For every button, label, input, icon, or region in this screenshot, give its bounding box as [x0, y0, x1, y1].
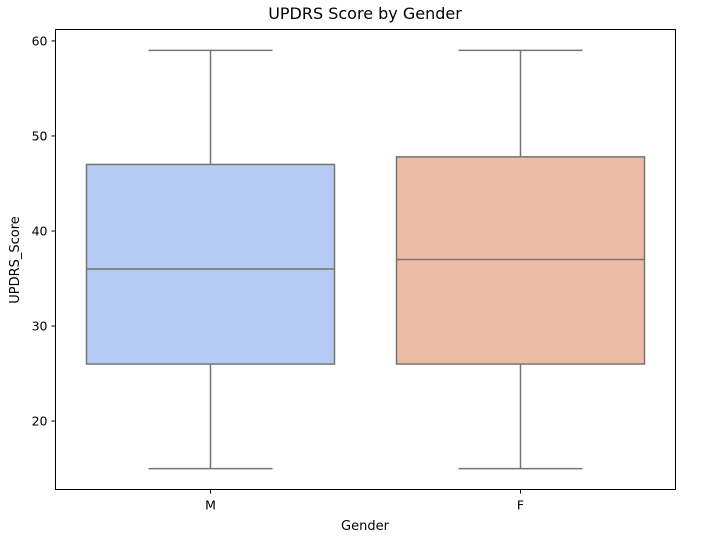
iqr-box — [395, 156, 646, 365]
box-F — [395, 49, 646, 470]
boxes-layer — [85, 49, 646, 470]
x-axis-label: Gender — [341, 519, 390, 534]
plot-area-frame — [55, 29, 676, 490]
x-tick-label-F: F — [517, 498, 524, 513]
y-tick-label: 30 — [32, 319, 48, 334]
y-tick-label: 60 — [32, 33, 48, 48]
y-tick-label: 40 — [32, 223, 48, 238]
x-tick-label-M: M — [205, 498, 216, 513]
chart-title: UPDRS Score by Gender — [268, 4, 462, 23]
iqr-box — [85, 163, 336, 365]
box-M — [85, 49, 336, 470]
y-axis-ticks: 20 30 40 50 60 — [32, 33, 56, 429]
y-tick-label: 50 — [32, 128, 48, 143]
y-tick-label: 20 — [32, 414, 48, 429]
y-axis-label: UPDRS_Score — [8, 216, 23, 304]
